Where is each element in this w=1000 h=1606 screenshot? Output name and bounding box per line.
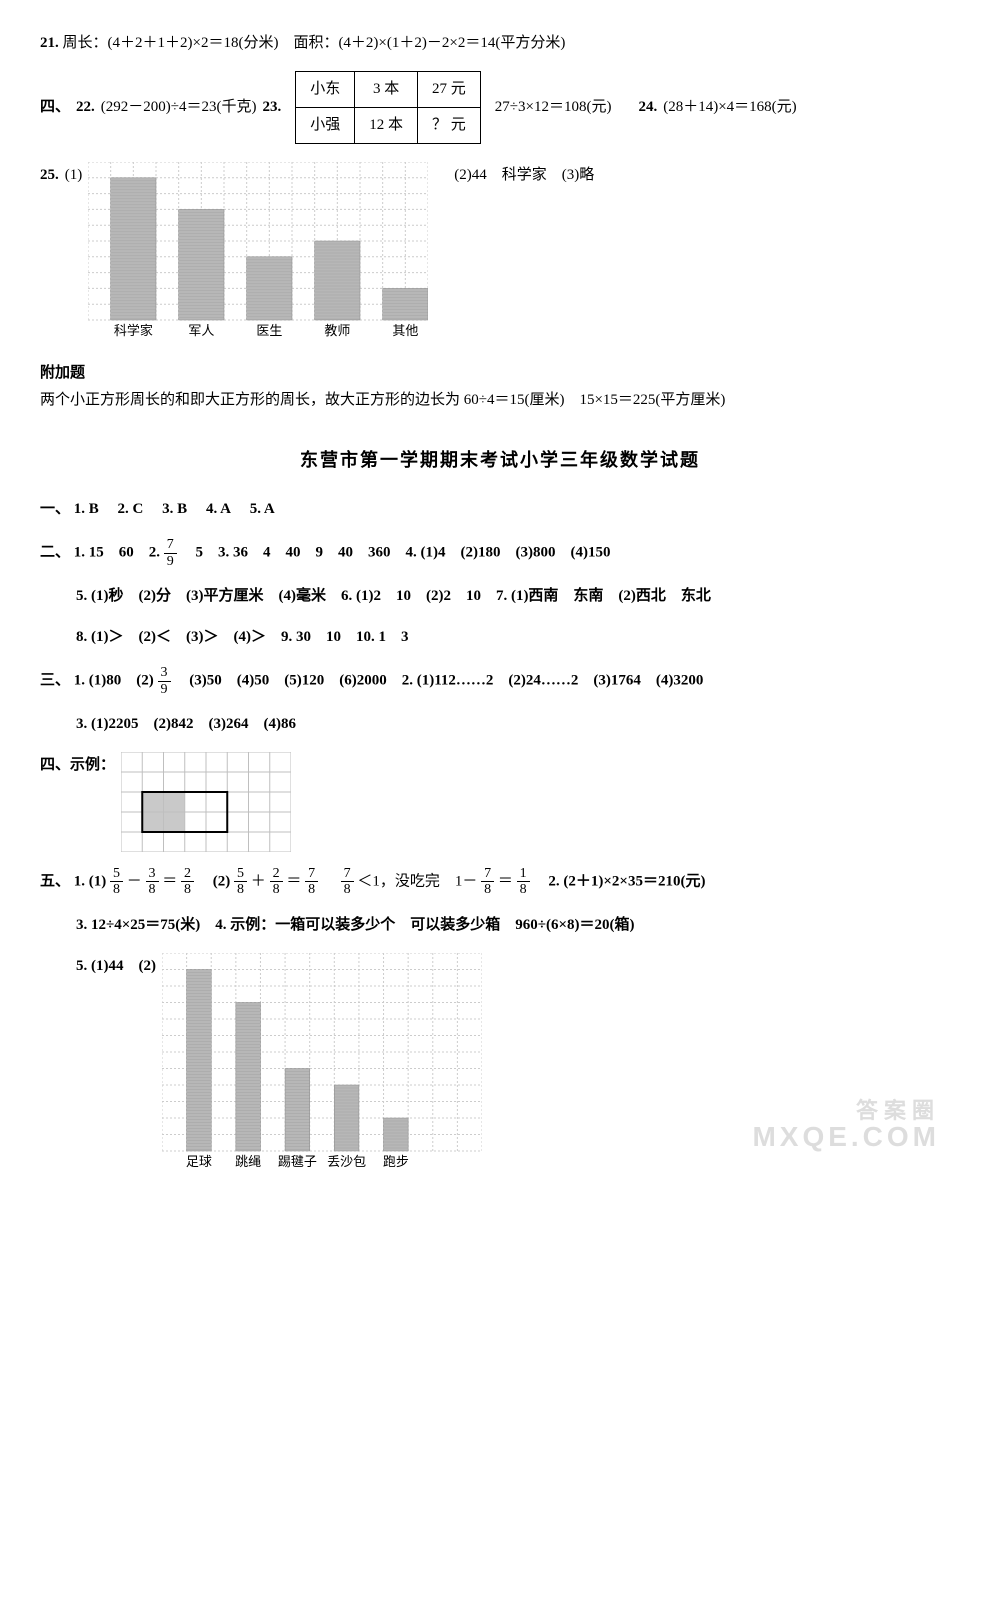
s5-chart: 足球 跳绳 踢毽子丢沙包 跑步 [162,953,482,1173]
q22-24-row: 四、 22. (292－200)÷4＝23(千克) 23. 小东 3 本 27 … [40,71,960,144]
s4-label: 四、示例： [40,752,115,779]
cell: ？ 元 [418,108,481,144]
q22-text: (292－200)÷4＝23(千克) [101,94,257,121]
lt: ＜1，没吃完 1－ [357,873,477,889]
s4-grid [121,752,291,852]
fraction: 58 [110,866,123,898]
fraction: 28 [270,866,283,898]
s5-l1c [322,873,337,889]
s1-line: 一、 1. B 2. C 3. B 4. A 5. A [40,496,960,523]
cell: 27 元 [418,72,481,108]
fujia-title: 附加题 [40,360,960,387]
fraction: 78 [341,866,354,898]
fraction: 28 [181,866,194,898]
fraction: 78 [481,866,494,898]
q21-text: 周长：(4＋2＋1＋2)×2＝18(分米) 面积：(4＋2)×(1＋2)－2×2… [63,35,566,51]
eq: ＝ [162,873,177,889]
fraction: 38 [146,866,159,898]
svg-text:丢沙包: 丢沙包 [327,1154,366,1169]
s1-i2: 3. B [162,501,187,517]
cell: 小东 [296,72,355,108]
svg-text:跑步: 跑步 [383,1154,409,1169]
cell: 12 本 [355,108,418,144]
table-row: 小强 12 本 ？ 元 [296,108,481,144]
q22-label: 22. [76,94,95,121]
svg-text:跳绳: 跳绳 [235,1154,261,1169]
op: － [127,873,142,889]
s1-i0: 1. B [74,501,99,517]
s2-l1b: 5 3. 36 4 40 9 40 360 4. (1)4 (2)180 (3)… [181,545,611,561]
q25-chart: 科学家 军人 医生 教师 其他 [88,162,428,342]
s2-l1a: 1. 15 60 2. [74,545,164,561]
s2-line1: 二、 1. 15 60 2. 79 5 3. 36 4 40 9 40 360 … [40,537,960,569]
s5-l1d: 2. (2＋1)×2×35＝210(元) [533,873,705,889]
q24-label: 24. [638,94,657,121]
s5-line1: 五、 1. (1) 58 － 38 ＝ 28 (2) 58 ＋ 28 ＝ 78 … [40,866,960,898]
s5-l1a: 1. (1) [74,873,107,889]
q25-row: 25. (1) 科学家 军人 医生 教师 其他 (2)44 科学家 (3)略 [40,162,960,342]
svg-text:医生: 医生 [257,323,283,338]
paper-title: 东营市第一学期期末考试小学三年级数学试题 [40,444,960,476]
q25-after: (2)44 科学家 (3)略 [454,162,594,189]
q21-label: 21. [40,35,59,51]
cell: 3 本 [355,72,418,108]
s3-line2: 3. (1)2205 (2)842 (3)264 (4)86 [76,711,960,738]
si-label: 四、 [40,94,70,121]
svg-text:教师: 教师 [325,323,351,338]
fraction: 18 [517,866,530,898]
svg-text:军人: 军人 [189,323,215,338]
eq: ＝ [286,873,301,889]
s3-l1b: (3)50 (4)50 (5)120 (6)2000 2. (1)112……2 … [174,673,703,689]
fraction: 58 [234,866,247,898]
fujia-text: 两个小正方形周长的和即大正方形的周长，故大正方形的边长为 60÷4＝15(厘米)… [40,387,960,414]
svg-text:踢毽子: 踢毽子 [278,1154,317,1169]
s2-label: 二、 [40,545,70,561]
s1-i3: 4. A [206,501,231,517]
fraction: 39 [158,665,171,697]
s4-row: 四、示例： [40,752,960,852]
s1-label: 一、 [40,501,70,517]
q23-table: 小东 3 本 27 元 小强 12 本 ？ 元 [295,71,481,144]
watermark-bottom: MXQE.COM [752,1112,940,1162]
s1-i1: 2. C [118,501,144,517]
svg-text:其他: 其他 [393,323,419,338]
cell: 小强 [296,108,355,144]
table-row: 小东 3 本 27 元 [296,72,481,108]
q23-label: 23. [262,94,281,121]
q24-text: (28＋14)×4＝168(元) [663,94,796,121]
q25-sub1: (1) [65,162,83,189]
s5-l3label: 5. (1)44 (2) [76,953,156,980]
s5-l1b: (2) [198,873,231,889]
q25-label: 25. [40,162,59,189]
svg-text:科学家: 科学家 [114,323,153,338]
s1-i4: 5. A [250,501,275,517]
s2-line2: 5. (1)秒 (2)分 (3)平方厘米 (4)毫米 6. (1)2 10 (2… [76,583,960,610]
s3-line1: 三、 1. (1)80 (2) 39 (3)50 (4)50 (5)120 (6… [40,665,960,697]
svg-text:足球: 足球 [186,1154,212,1169]
s3-l1a: 1. (1)80 (2) [74,673,154,689]
q21-line: 21. 周长：(4＋2＋1＋2)×2＝18(分米) 面积：(4＋2)×(1＋2)… [40,30,960,57]
s2-line3: 8. (1)＞ (2)＜ (3)＞ (4)＞ 9. 30 10 10. 1 3 [76,624,960,651]
s5-label: 五、 [40,873,70,889]
op: ＋ [251,873,266,889]
s5-line2: 3. 12÷4×25＝75(米) 4. 示例：一箱可以装多少个 可以装多少箱 9… [76,912,960,939]
q23-after1: 27÷3×12＝108(元) [495,94,612,121]
s3-label: 三、 [40,673,70,689]
fraction: 79 [164,537,177,569]
eq: ＝ [498,873,513,889]
fraction: 78 [305,866,318,898]
